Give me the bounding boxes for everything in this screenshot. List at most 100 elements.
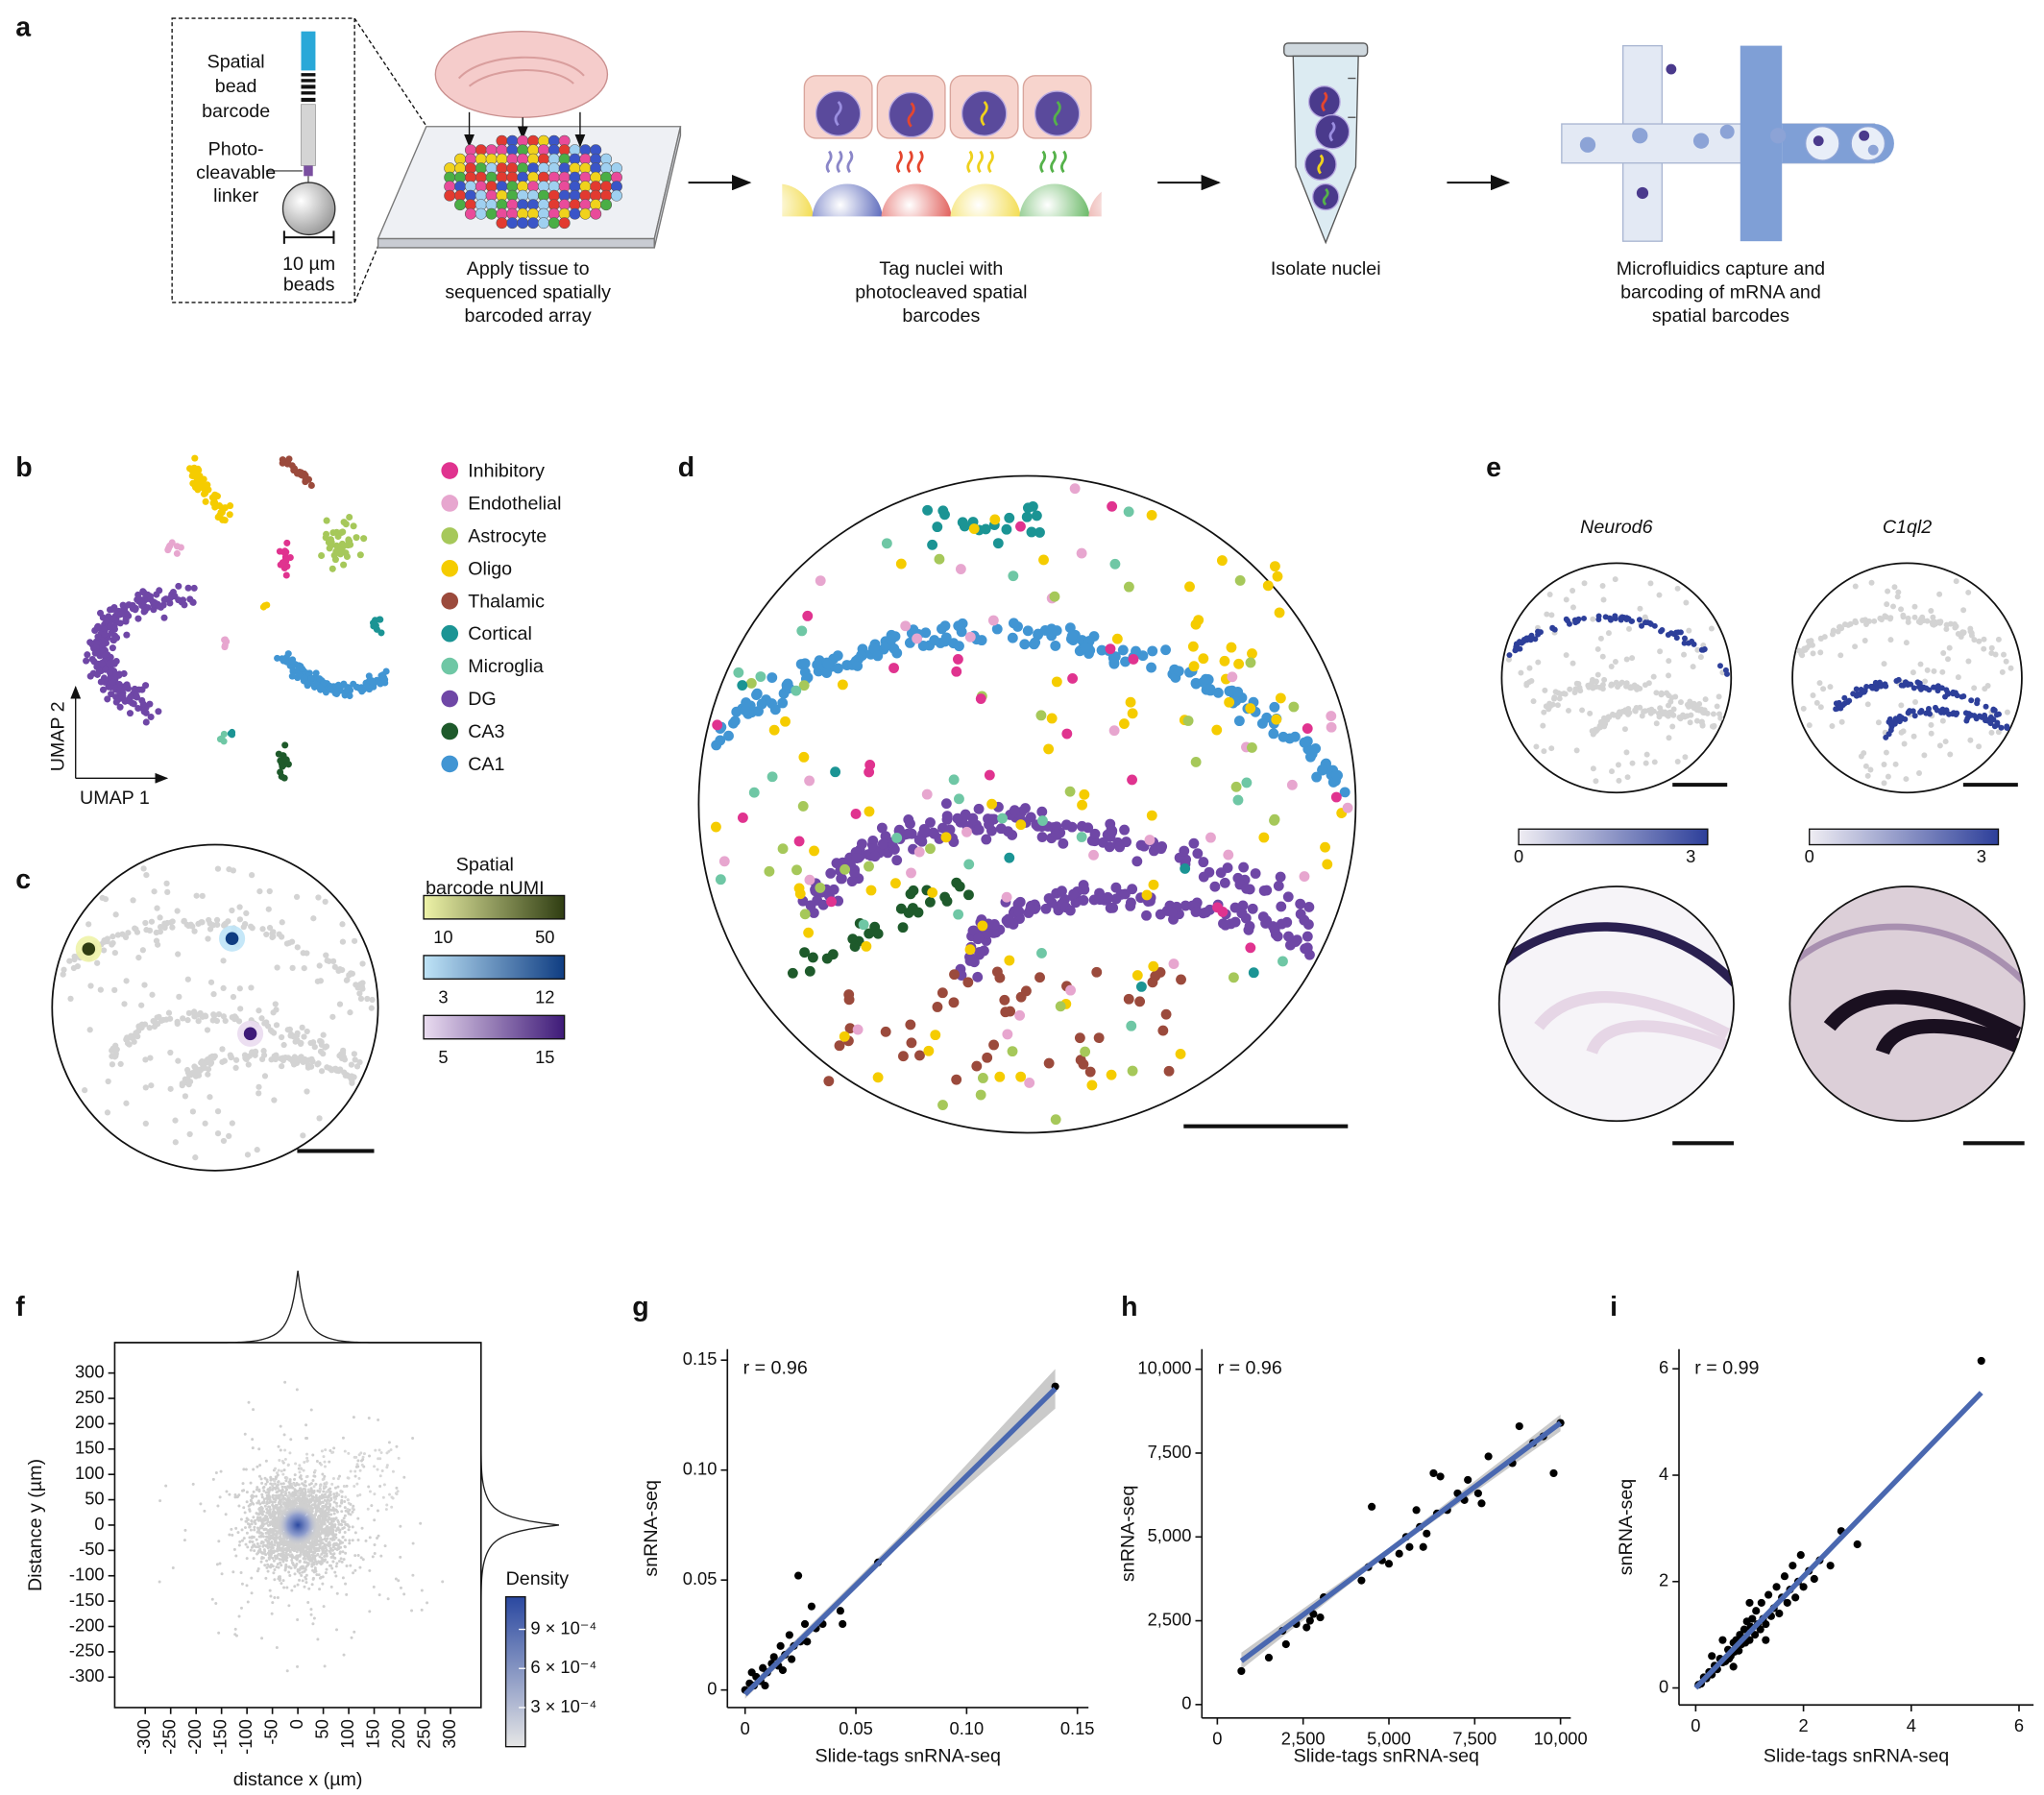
schematic-part [1859, 130, 1870, 141]
density-point [285, 1669, 289, 1673]
cell-point [1003, 913, 1014, 925]
step-label: Isolate nuclei [1271, 258, 1381, 279]
cell-point [1302, 931, 1313, 942]
cell-point [1664, 690, 1670, 696]
cell-point [1248, 967, 1259, 979]
cell-point [1320, 841, 1330, 853]
cell-point [793, 836, 805, 847]
colorbar-tick-label: 5 [438, 1047, 448, 1067]
cell-point [906, 867, 916, 879]
cell-point [142, 919, 149, 927]
umap-point [356, 551, 364, 559]
cell-point [1629, 618, 1636, 624]
panel-label: h [1121, 1292, 1137, 1322]
cell-point [815, 575, 826, 587]
cell-point [132, 606, 139, 614]
density-point [244, 1468, 248, 1471]
density-point [298, 1501, 302, 1505]
density-point [358, 1565, 362, 1569]
cell-point [1659, 691, 1666, 697]
density-point [323, 1492, 327, 1496]
density-point [332, 1538, 336, 1541]
cell-point [932, 522, 943, 533]
density-point [356, 1459, 360, 1463]
cell-point [1701, 707, 1708, 714]
cell-point [1141, 910, 1152, 921]
density-point [298, 1571, 302, 1575]
cell-point [117, 1060, 124, 1068]
cell-point [299, 1024, 305, 1031]
cell-point [167, 1085, 174, 1092]
cell-point [1963, 717, 1970, 724]
density-point [270, 1563, 273, 1566]
density-point [246, 1600, 250, 1604]
cell-point [161, 924, 168, 932]
density-point [353, 1554, 357, 1558]
legend-label: CA1 [468, 754, 504, 775]
density-point [245, 1557, 249, 1561]
schematic-part [1579, 136, 1596, 153]
density-point [346, 1523, 350, 1527]
cell-point [987, 615, 999, 626]
in-situ-signal [1823, 989, 2022, 1041]
cell-point [1570, 604, 1576, 611]
density-point [295, 1388, 299, 1392]
cell-point [270, 1009, 277, 1016]
cell-point [67, 995, 74, 1003]
cell-point [766, 771, 778, 783]
cell-point [155, 708, 162, 716]
cell-point [1541, 709, 1547, 716]
in-situ-signal [1875, 1018, 2021, 1055]
density-point [283, 1568, 287, 1572]
density-point [322, 1490, 326, 1493]
cell-point [108, 629, 115, 637]
density-point [333, 1547, 337, 1551]
cell-point [1863, 684, 1870, 691]
cell-point [1516, 639, 1522, 645]
cell-point [1110, 893, 1122, 905]
cell-point [207, 979, 215, 985]
cell-point [1862, 637, 1868, 643]
cell-point [898, 1051, 909, 1062]
cell-point [1927, 711, 1934, 717]
cell-point [1810, 650, 1816, 657]
density-point [336, 1518, 340, 1522]
cell-point [1555, 690, 1562, 696]
cell-point [123, 1036, 130, 1043]
cell-point [317, 978, 324, 984]
density-point [279, 1448, 282, 1452]
density-point [224, 1513, 228, 1516]
cell-point [323, 1043, 330, 1050]
cell-point [339, 1050, 347, 1056]
cell-point [1523, 635, 1530, 642]
density-point [341, 1550, 345, 1554]
cell-point [1024, 1078, 1035, 1088]
density-point [351, 1525, 354, 1529]
density-point [377, 1593, 381, 1597]
cell-point [279, 456, 286, 464]
cell-point [1269, 701, 1280, 713]
cell-point [1930, 614, 1936, 620]
cell-point [872, 928, 884, 939]
cell-point [2001, 651, 2007, 658]
cell-point [798, 751, 810, 763]
cell-point [134, 704, 142, 713]
cell-point [1205, 832, 1216, 843]
density-point [329, 1564, 333, 1567]
density-point [265, 1480, 269, 1484]
density-point [410, 1609, 414, 1613]
density-point [266, 1551, 270, 1555]
cell-point [256, 887, 263, 895]
cell-point [1229, 916, 1241, 928]
cell-point [1269, 925, 1280, 935]
bead-array [444, 134, 622, 230]
cell-point [368, 1005, 375, 1011]
cell-point [1937, 708, 1944, 715]
cell-point [192, 1154, 199, 1161]
colorbar [423, 955, 566, 980]
density-point [367, 1416, 371, 1419]
cell-point [172, 1117, 179, 1124]
cell-point [351, 1051, 357, 1057]
cell-point [249, 1049, 256, 1055]
